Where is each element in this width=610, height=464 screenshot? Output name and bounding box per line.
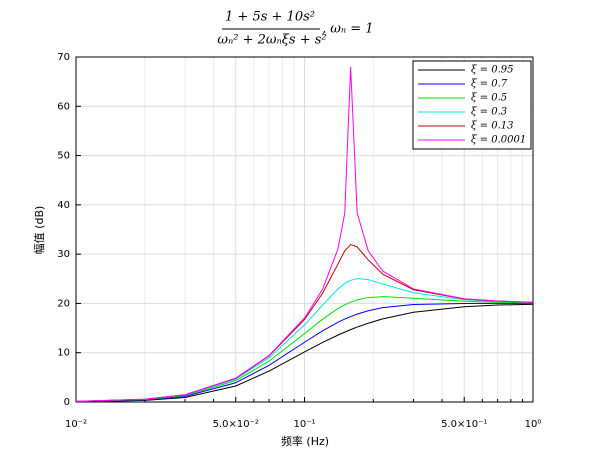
legend-label: ξ = 0.7 <box>471 79 508 90</box>
y-tick-label: 0 <box>64 397 70 408</box>
y-tick-label: 60 <box>57 101 70 112</box>
legend-label: ξ = 0.13 <box>471 121 514 132</box>
x-tick-label: 10⁻² <box>65 419 87 430</box>
series-line <box>75 66 534 402</box>
title-denominator: ωₙ² + 2ωₙξs + s² <box>217 33 326 48</box>
series-line <box>75 296 534 402</box>
x-tick-label: 10⁰ <box>525 419 542 430</box>
x-tick-label: 5.0×10⁻¹ <box>441 419 487 430</box>
y-tick-label: 40 <box>57 200 70 211</box>
y-tick-label: 30 <box>57 249 70 260</box>
legend-label: ξ = 0.95 <box>471 65 514 76</box>
series-line <box>75 278 534 402</box>
y-tick-label: 70 <box>57 52 70 63</box>
legend-label: ξ = 0.3 <box>471 107 507 118</box>
y-tick-label: 10 <box>57 348 70 359</box>
y-tick-label: 50 <box>57 151 70 162</box>
series-line <box>75 303 534 403</box>
title-suffix: , ωₙ = 1 <box>322 22 374 37</box>
x-tick-label: 5.0×10⁻² <box>213 419 259 430</box>
legend-box <box>412 60 532 150</box>
x-tick-label: 10⁻¹ <box>293 419 315 430</box>
legend-label: ξ = 0.0001 <box>471 135 526 146</box>
x-axis-label: 频率 (Hz) <box>281 434 329 448</box>
legend-label: ξ = 0.5 <box>471 93 507 104</box>
title-numerator: 1 + 5s + 10s² <box>225 10 315 25</box>
y-axis-label: 幅值 (dB) <box>33 206 46 255</box>
plot-frame <box>75 56 534 403</box>
series-line <box>75 302 534 403</box>
y-tick-label: 20 <box>57 298 70 309</box>
